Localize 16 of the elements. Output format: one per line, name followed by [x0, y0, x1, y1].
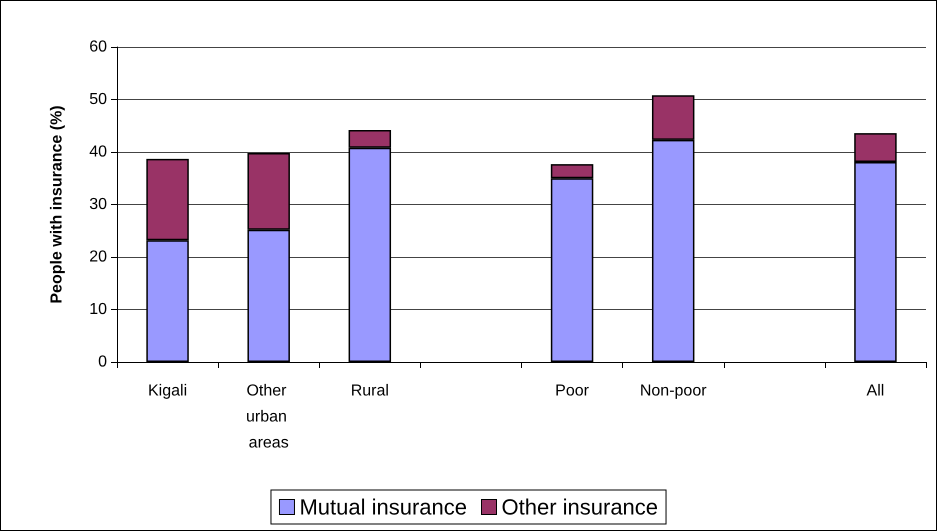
x-tick-label: Kigali [148, 382, 188, 400]
y-tick-label: 40 [89, 144, 108, 160]
x-tick-label: All [866, 382, 884, 400]
y-tick-label: 10 [89, 301, 108, 318]
x-tick-label: Non-poor [640, 382, 708, 400]
x-tick-label: Other urban areas [246, 382, 292, 452]
y-tick-label: 20 [89, 248, 108, 266]
y-axis-title: People with insurance (%) [48, 105, 66, 304]
y-tick-label: 30 [89, 196, 108, 213]
legend-label: Other insurance [502, 494, 658, 520]
y-tick-label: 60 [89, 38, 108, 56]
y-tick-label: 0 [98, 354, 108, 370]
y-tick-label: 50 [89, 91, 108, 108]
x-tick-label: Poor [555, 382, 590, 400]
legend-label: Mutual insurance [299, 494, 468, 520]
x-tick-label: Rural [350, 382, 389, 400]
